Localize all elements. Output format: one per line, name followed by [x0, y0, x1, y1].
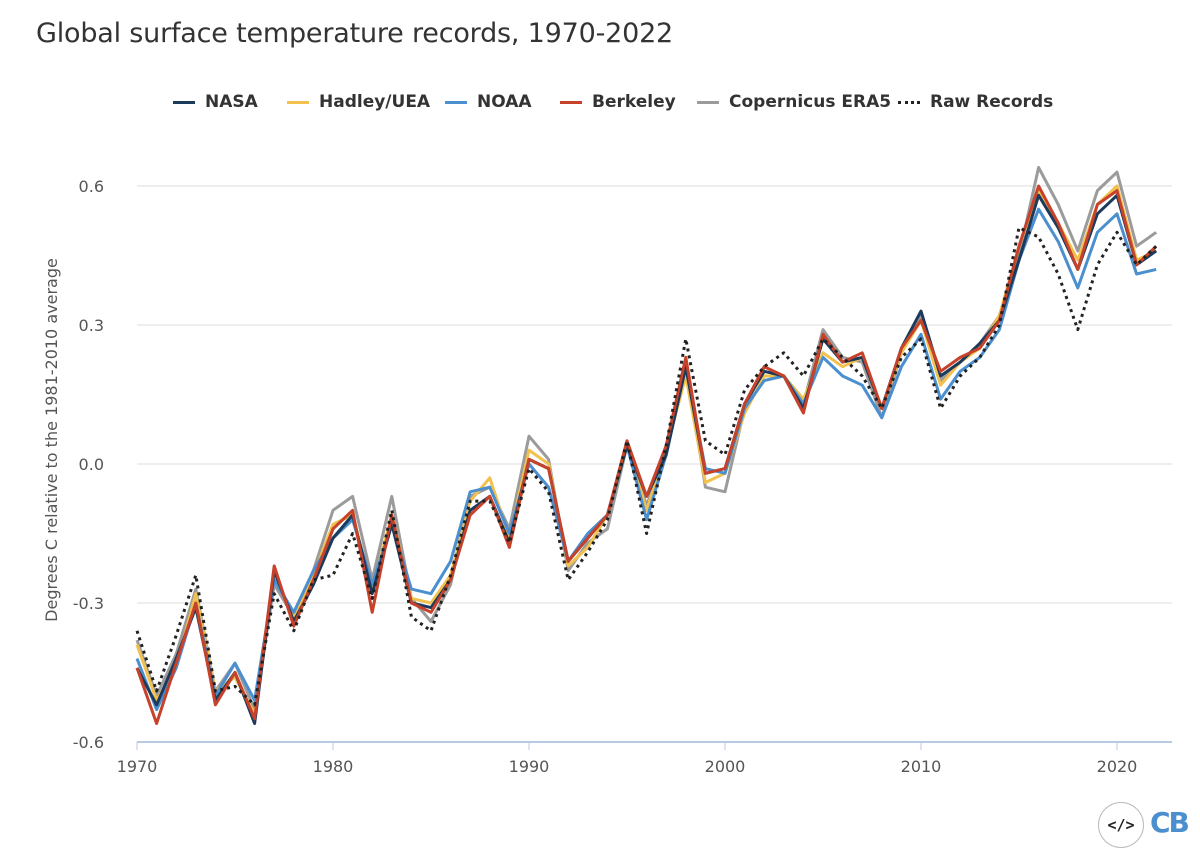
x-tick-label: 1990: [509, 757, 550, 776]
legend-label-copernicus: Copernicus ERA5: [729, 92, 892, 112]
embed-code-icon[interactable]: </>: [1098, 802, 1144, 848]
legend-label-nasa: NASA: [205, 92, 258, 112]
legend-item-noaa: NOAA: [445, 88, 532, 116]
legend-swatch-raw: [898, 100, 920, 104]
legend-swatch-noaa: [445, 100, 467, 104]
legend-item-nasa: NASA: [173, 88, 258, 116]
y-tick-label: -0.3: [73, 594, 104, 613]
chart-series-lines: [135, 166, 1158, 725]
y-tick-label: 0.6: [79, 177, 104, 196]
y-axis-ticks: -0.6 -0.3 0.0 0.3 0.6: [73, 177, 104, 752]
y-tick-label: 0.3: [79, 316, 104, 335]
x-tick-label: 2020: [1097, 757, 1138, 776]
x-tick-label: 1970: [117, 757, 158, 776]
legend-label-raw: Raw Records: [930, 92, 1054, 112]
carbon-brief-logo: CB: [1150, 806, 1190, 839]
x-tick-label: 2000: [705, 757, 746, 776]
legend-label-hadley: Hadley/UEA: [319, 92, 431, 112]
legend-swatch-copernicus: [697, 100, 719, 104]
legend-swatch-hadley: [287, 100, 309, 104]
x-axis-ticks: 1970 1980 1990 2000 2010 2020: [117, 742, 1138, 776]
chart-title: Global surface temperature records, 1970…: [36, 18, 674, 49]
legend-item-berkeley: Berkeley: [560, 88, 676, 116]
series-line-hadley-uea: [135, 184, 1157, 716]
series-line-noaa: [135, 207, 1157, 712]
series-line-raw-records: [135, 226, 1158, 707]
y-axis-label: Degrees C relative to the 1981-2010 aver…: [42, 258, 61, 622]
y-tick-label: 0.0: [79, 455, 104, 474]
x-tick-label: 1980: [313, 757, 354, 776]
series-line-nasa: [135, 193, 1158, 725]
legend-item-raw: Raw Records: [898, 88, 1053, 116]
series-line-berkeley: [135, 184, 1158, 725]
series-line-copernicus-era5: [135, 166, 1158, 712]
legend-swatch-berkeley: [560, 100, 582, 104]
legend-swatch-nasa: [173, 100, 195, 104]
legend-label-berkeley: Berkeley: [592, 92, 676, 112]
legend-label-noaa: NOAA: [477, 92, 532, 112]
legend-item-copernicus: Copernicus ERA5: [697, 88, 891, 116]
y-tick-label: -0.6: [73, 733, 104, 752]
x-tick-label: 2010: [901, 757, 942, 776]
chart-legend: NASA Hadley/UEA NOAA Berkeley Copernicus…: [0, 88, 1200, 118]
legend-item-hadley: Hadley/UEA: [287, 88, 430, 116]
